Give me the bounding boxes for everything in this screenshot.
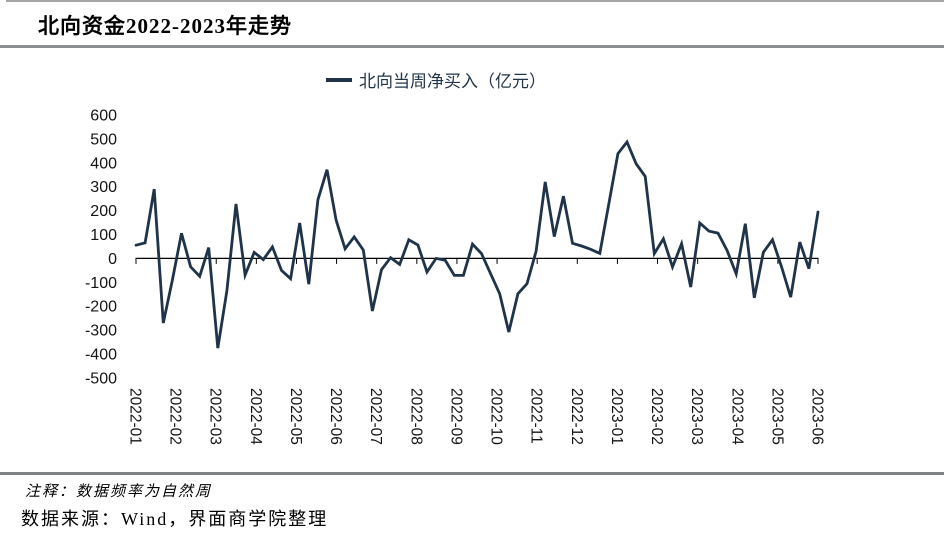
y-tick-label: -400	[85, 347, 117, 364]
page-title: 北向资金2022-2023年走势	[38, 14, 292, 38]
x-tick-label: 2022-01	[127, 388, 144, 445]
x-tick-label: 2023-05	[768, 388, 785, 445]
x-tick-label: 2022-10	[488, 388, 505, 445]
x-tick-label: 2023-04	[728, 388, 745, 445]
y-axis-labels: 600 500 400 300 200 100 0 -100 -200 -300 -400 -500	[85, 107, 117, 387]
title-rule	[0, 45, 944, 48]
y-tick-label: 0	[108, 251, 117, 268]
x-tick-label: 2022-05	[287, 388, 304, 445]
bottom-rule	[0, 472, 944, 475]
x-tick-label: 2022-02	[167, 388, 184, 445]
x-tick-label: 2023-02	[648, 388, 665, 445]
x-tick-label: 2023-01	[608, 388, 625, 445]
x-tick-label: 2022-11	[528, 388, 545, 444]
y-tick-label: -100	[85, 275, 117, 292]
y-tick-label: -300	[85, 323, 117, 340]
series-line	[134, 139, 820, 349]
x-tick-label: 2022-12	[568, 388, 585, 445]
x-tick-label: 2022-07	[367, 388, 384, 445]
x-tick-label: 2023-03	[688, 388, 705, 445]
x-tick-label: 2022-06	[327, 388, 344, 445]
y-tick-label: 200	[90, 203, 117, 220]
x-tick-label: 2023-06	[809, 388, 826, 445]
chart-note: 注释：数据频率为自然周	[25, 484, 213, 500]
y-tick-label: 100	[90, 227, 117, 244]
x-tick-label: 2022-08	[407, 388, 424, 445]
top-border	[6, 0, 944, 2]
x-tick-label: 2022-03	[207, 388, 224, 445]
y-tick-label: 600	[90, 107, 117, 124]
y-tick-label: -500	[85, 370, 117, 387]
y-tick-label: -200	[85, 299, 117, 316]
y-tick-label: 300	[90, 179, 117, 196]
x-axis-ticks	[135, 258, 819, 264]
x-axis-labels: 2022-01 2022-02 2022-03 2022-04 2022-05 2022-…	[127, 388, 826, 445]
x-tick-label: 2022-09	[447, 388, 464, 445]
y-tick-label: 400	[90, 155, 117, 172]
x-tick-label: 2022-04	[247, 388, 264, 445]
y-tick-label: 500	[90, 131, 117, 148]
data-source: 数据来源：Wind，界面商学院整理	[21, 509, 329, 529]
